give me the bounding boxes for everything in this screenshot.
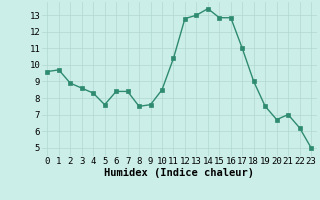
- X-axis label: Humidex (Indice chaleur): Humidex (Indice chaleur): [104, 168, 254, 178]
